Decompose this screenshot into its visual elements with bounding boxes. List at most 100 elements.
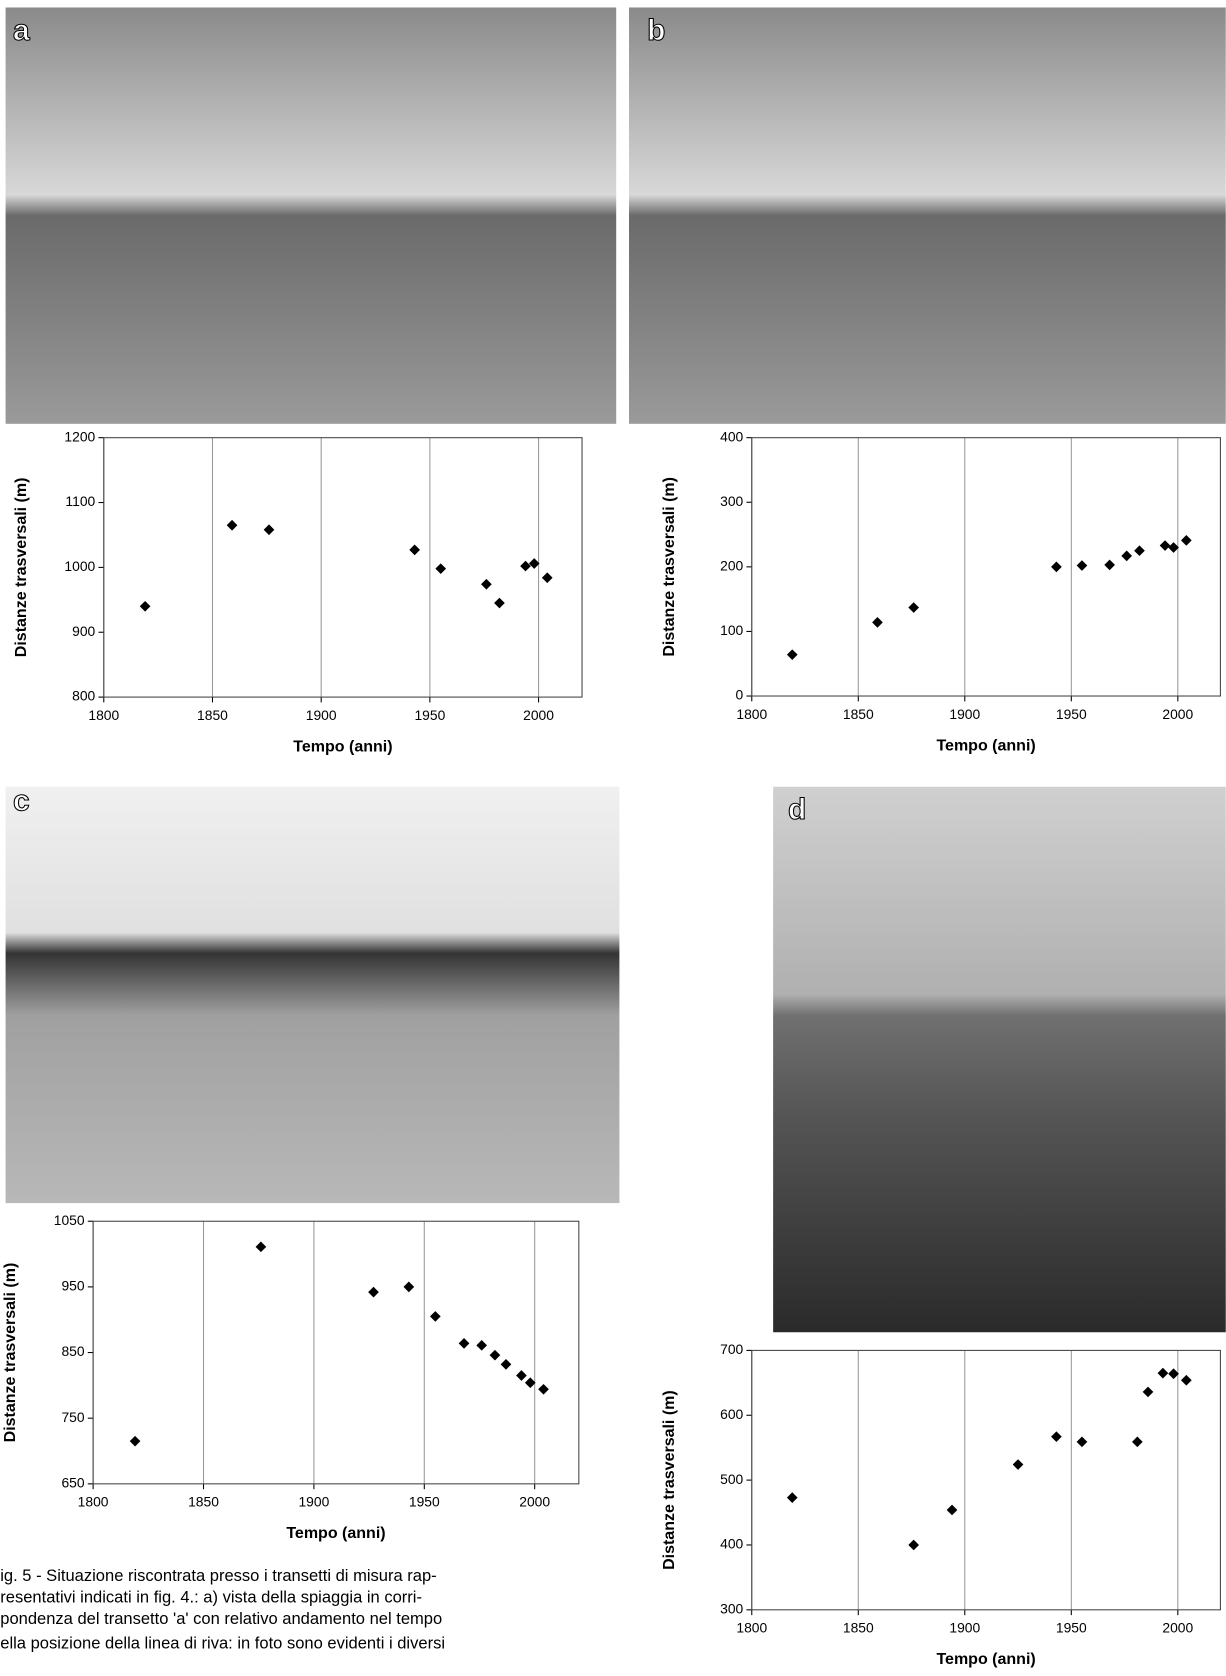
point: [1168, 1368, 1179, 1380]
plot-frame: [92, 1220, 580, 1485]
x-tick-label: 1950: [1056, 706, 1087, 722]
point: [1104, 559, 1115, 571]
y-tick-label: 400: [720, 1536, 743, 1552]
x-tick-label: 1950: [409, 1494, 440, 1510]
y-tick-label: 800: [72, 688, 95, 704]
y-tick-label: 1200: [64, 428, 95, 444]
point: [129, 1435, 141, 1447]
point: [524, 1377, 536, 1389]
y-tick-label: 300: [720, 1600, 743, 1616]
y-tick-label: 750: [61, 1409, 84, 1425]
y-tick-label: 1100: [65, 493, 95, 509]
caption-line: ella posizione della linea di riva: in f…: [0, 1633, 445, 1652]
y-tick-label: 1000: [64, 558, 95, 574]
point: [1157, 1367, 1169, 1379]
caption-line: resentativi indicati in fig. 4.: a) vist…: [0, 1587, 422, 1606]
x-tick-label: 1850: [188, 1494, 219, 1510]
x-tick-label: 1800: [88, 707, 119, 723]
point: [476, 1339, 488, 1351]
photo-c: [5, 786, 620, 1204]
point: [1159, 540, 1171, 551]
point: [1051, 1431, 1062, 1442]
caption-line: pondenza del transetto 'a' con relativo …: [0, 1609, 442, 1628]
y-tick-label: 650: [61, 1475, 84, 1491]
x-tick-label: 2000: [1162, 1620, 1193, 1636]
point: [1121, 550, 1133, 562]
point: [255, 1241, 267, 1253]
point: [786, 649, 798, 661]
x-tick-label: 2000: [523, 707, 554, 723]
photo-a: [5, 7, 617, 424]
x-tick-label: 1900: [949, 706, 980, 722]
x-axis-title: Tempo (anni): [936, 737, 1035, 754]
x-tick-label: 1850: [197, 707, 228, 723]
point: [1142, 1386, 1154, 1398]
y-axis-title: Distanze trasversali (m): [661, 1390, 678, 1570]
x-tick-label: 1950: [1056, 1620, 1087, 1636]
x-tick-label: 1850: [843, 706, 874, 722]
point: [458, 1338, 470, 1349]
point: [368, 1286, 379, 1298]
y-tick-label: 300: [720, 493, 743, 509]
y-tick-label: 700: [720, 1341, 743, 1357]
x-tick-label: 1950: [414, 707, 445, 723]
y-axis-title: Distanze trasversali (m): [661, 477, 678, 657]
point: [528, 558, 540, 569]
y-tick-label: 500: [720, 1471, 743, 1487]
point: [1012, 1459, 1024, 1470]
plot-frame: [751, 1349, 1221, 1611]
point: [1076, 560, 1088, 571]
x-tick-label: 1900: [298, 1494, 329, 1510]
point: [494, 597, 505, 609]
x-tick-label: 2000: [1162, 706, 1193, 722]
point: [1180, 1374, 1192, 1386]
point: [908, 1539, 920, 1551]
panel-label: d: [788, 793, 806, 826]
y-tick-label: 900: [72, 623, 95, 639]
point: [403, 1281, 415, 1293]
y-axis-title: Distanze trasversali (m): [13, 478, 30, 658]
point: [429, 1311, 441, 1322]
x-axis-title: Tempo (anni): [936, 1651, 1035, 1668]
point: [541, 572, 553, 584]
x-tick-label: 2000: [519, 1494, 550, 1510]
panel-label: c: [13, 785, 30, 818]
caption-line: ig. 5 - Situazione riscontrata presso i …: [0, 1566, 436, 1585]
point: [435, 563, 447, 575]
y-tick-label: 100: [720, 622, 743, 638]
photo-b: [629, 7, 1226, 424]
x-axis-title: Tempo (anni): [293, 738, 392, 755]
x-tick-label: 1850: [843, 1620, 874, 1636]
y-tick-label: 0: [736, 687, 744, 703]
point: [786, 1492, 798, 1503]
x-tick-label: 1900: [306, 707, 337, 723]
photo-d: [773, 786, 1226, 1333]
y-tick-label: 200: [720, 558, 743, 574]
point: [1051, 561, 1062, 573]
point: [1180, 535, 1192, 546]
point: [481, 578, 492, 590]
x-tick-label: 1800: [78, 1494, 109, 1510]
point: [516, 1370, 527, 1381]
point: [500, 1359, 512, 1370]
y-axis-title: Distanze trasversali (m): [2, 1263, 19, 1443]
point: [1168, 542, 1179, 553]
point: [1132, 1436, 1143, 1448]
point: [139, 600, 151, 612]
point: [872, 617, 883, 628]
x-axis-title: Tempo (anni): [286, 1525, 385, 1542]
point: [538, 1383, 549, 1395]
point: [908, 602, 920, 613]
y-tick-label: 600: [720, 1406, 743, 1422]
x-tick-label: 1800: [736, 1620, 767, 1636]
y-tick-label: 1050: [54, 1212, 85, 1228]
plot-frame: [103, 437, 583, 698]
point: [520, 560, 531, 572]
point: [946, 1504, 958, 1516]
y-tick-label: 400: [720, 428, 743, 444]
panel-label: b: [647, 14, 665, 47]
point: [1076, 1436, 1088, 1448]
point: [263, 524, 275, 536]
